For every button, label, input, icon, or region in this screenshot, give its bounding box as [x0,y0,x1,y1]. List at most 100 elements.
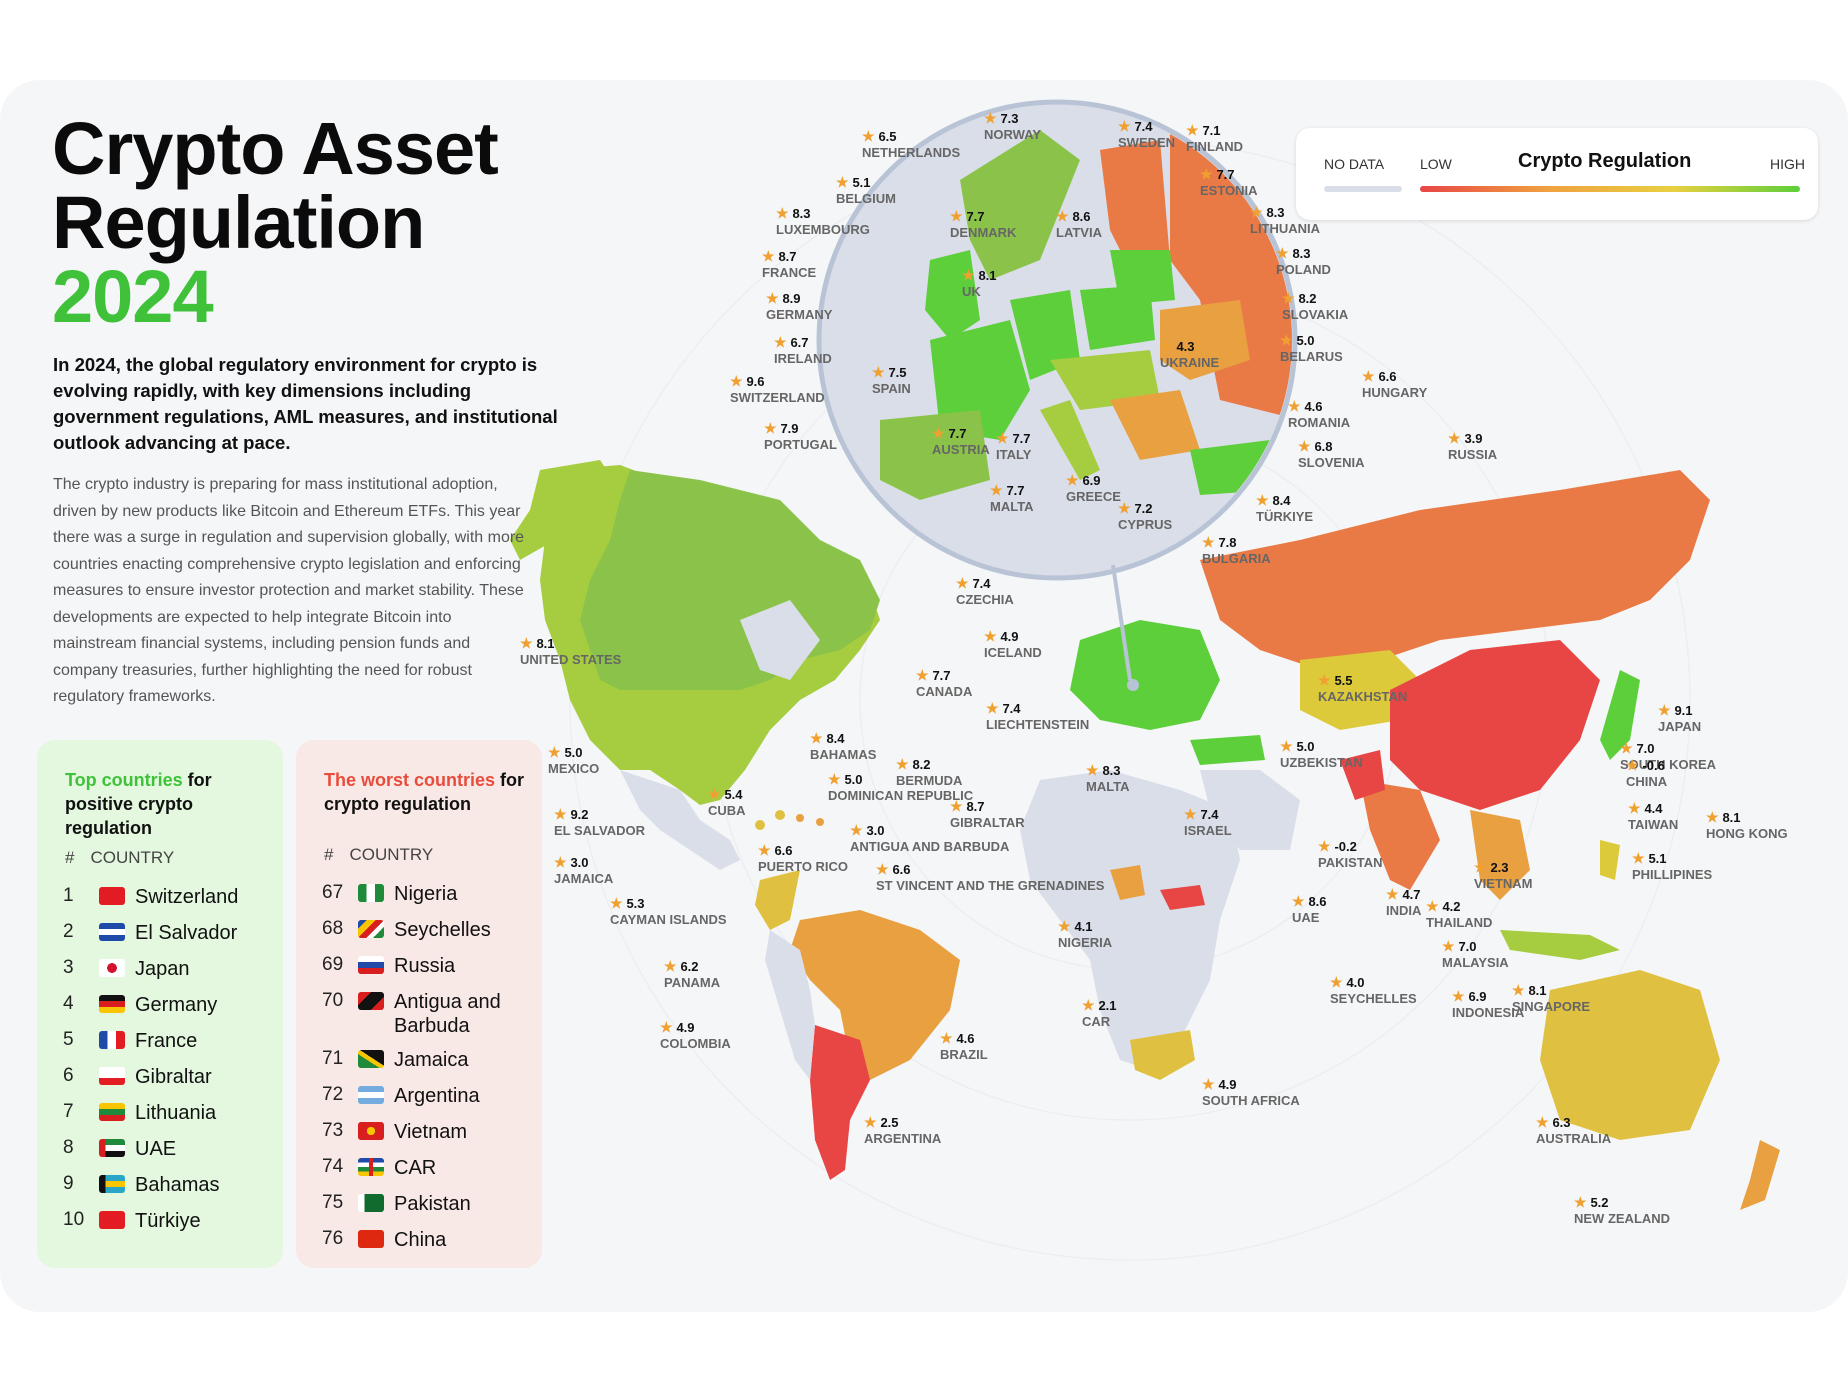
country-score: 8.3 [1292,246,1311,261]
country-score: 7.3 [1000,111,1019,126]
star-icon: ★ [876,861,893,877]
alaska-shape [510,460,620,560]
country-label: ★ 5.0 DOMINICAN REPUBLIC [828,771,973,804]
list-item: 2 El Salvador [63,921,238,944]
country-name: GERMANY [766,307,833,322]
country-label: ★ 7.1 FINLAND [1186,122,1243,155]
australia-shape [1540,970,1720,1140]
new-zealand-shape [1740,1140,1780,1210]
country-label: ★ 5.1 PHILLIPINES [1632,850,1712,883]
star-icon: ★ [1362,368,1379,384]
country-score: 7.0 [1458,939,1477,954]
country-label: ★ 6.7 IRELAND [774,334,832,367]
country-name: SOUTH KOREA [1620,757,1717,772]
country-name: EL SALVADOR [554,823,646,838]
title-line2: Regulation [52,181,425,264]
star-icon: ★ [730,373,747,389]
country-score: 7.4 [1002,701,1021,716]
legend-no-data: NO DATA [1324,156,1385,172]
country-name: ISRAEL [1184,823,1232,838]
country-score: 7.4 [1200,807,1219,822]
zoom-norway [960,130,1080,280]
country-label: ★ 7.5 SPAIN [872,364,911,397]
country-score: 7.7 [948,426,967,441]
country-score: 8.4 [826,731,845,746]
country-name: SPAIN [872,381,911,396]
greenland-shape [740,600,820,680]
india-shape [1360,780,1440,890]
bahamas-flag-icon [99,1175,125,1193]
africa-shape [1020,770,1240,1070]
country-name: RUSSIA [1448,447,1498,462]
country-label: ★ 6.6 HUNGARY [1362,368,1427,401]
country-label: ★ 7.7 DENMARK [950,208,1016,241]
zoom-france [930,320,1030,440]
country-label: ★ 8.1 SINGAPORE [1512,982,1590,1015]
country-label: ★ 8.3 MALTA [1086,762,1130,795]
country-name: UKRAINE [1160,355,1220,370]
country-name: CAYMAN ISLANDS [610,912,727,927]
star-icon: ★ [984,110,1001,126]
country-name: UAE [1292,910,1320,925]
country-score: 4.1 [1074,919,1093,934]
country-name: FINLAND [1186,139,1244,154]
star-icon: ★ [1086,762,1103,778]
star-icon: ★ [1288,398,1305,414]
country-label: ★ 6.9 INDONESIA [1452,988,1524,1021]
car-shape [1160,885,1205,910]
car-flag-icon [358,1158,384,1176]
list-item: 75 Pakistan [322,1192,471,1215]
star-icon: ★ [762,248,779,264]
country-label: ★ 7.7 CANADA [916,667,972,700]
list-item: 8 UAE [63,1137,177,1160]
worst-panel-column-header: # COUNTRY [324,845,434,864]
zoom-uk [925,250,980,340]
country-score: 7.2 [1134,501,1153,516]
star-icon: ★ [758,842,775,858]
country-label: ★ -0.6 CHINA [1626,757,1667,790]
country-score: 5.0 [844,772,863,787]
star-icon: ★ [1318,838,1335,854]
star-icon: ★ [774,334,791,350]
country-label: ★ 6.5 NETHERLANDS [862,128,960,161]
country-name: BAHAMAS [810,747,877,762]
country-name: MEXICO [548,761,600,776]
star-icon: ★ [862,128,879,144]
turkiye-flag-icon [99,1211,125,1229]
country-label: ★ 8.6 UAE [1292,893,1327,926]
zoom-germany [1010,290,1080,380]
vietnam-flag-icon [358,1122,384,1140]
star-icon: ★ [1330,974,1347,990]
star-icon: ★ [1256,492,1273,508]
star-icon: ★ [1282,290,1299,306]
country-score: 6.3 [1552,1115,1571,1130]
country-score: 6.9 [1082,473,1101,488]
country-label: ★ 8.3 LITHUANIA [1250,204,1320,237]
country-label: ★ 7.8 BULGARIA [1202,534,1271,567]
country-name: DENMARK [950,225,1017,240]
country-label: ★ 8.9 GERMANY [766,290,832,323]
country-label: ★ 5.1 BELGIUM [836,174,896,207]
star-icon: ★ [1442,938,1459,954]
country-label: ★ 7.7 ITALY [996,430,1031,463]
middle-east-shape [1200,770,1300,850]
country-label: ★ 8.4 TÜRKIYE [1256,492,1313,525]
country-label: ★ 6.2 PANAMA [664,958,720,991]
country-name: THAILAND [1426,915,1493,930]
country-label: ★ 7.4 CZECHIA [956,575,1014,608]
uae-flag-icon [99,1139,125,1157]
list-item: 4 Germany [63,993,218,1016]
argentina-shape [810,1025,870,1180]
star-icon: ★ [660,1019,677,1035]
list-item: 68 Seychelles [322,918,491,941]
legend-gradient-bar [1420,186,1800,192]
star-icon: ★ [766,290,783,306]
country-name: NEW ZEALAND [1574,1211,1671,1226]
country-name: CAR [1082,1014,1111,1029]
germany-flag-icon [99,995,125,1013]
country-score: 9.1 [1674,703,1693,718]
country-label: ★ 4.2 THAILAND [1426,898,1492,931]
japan-flag-icon [99,959,125,977]
star-icon: ★ [932,425,949,441]
